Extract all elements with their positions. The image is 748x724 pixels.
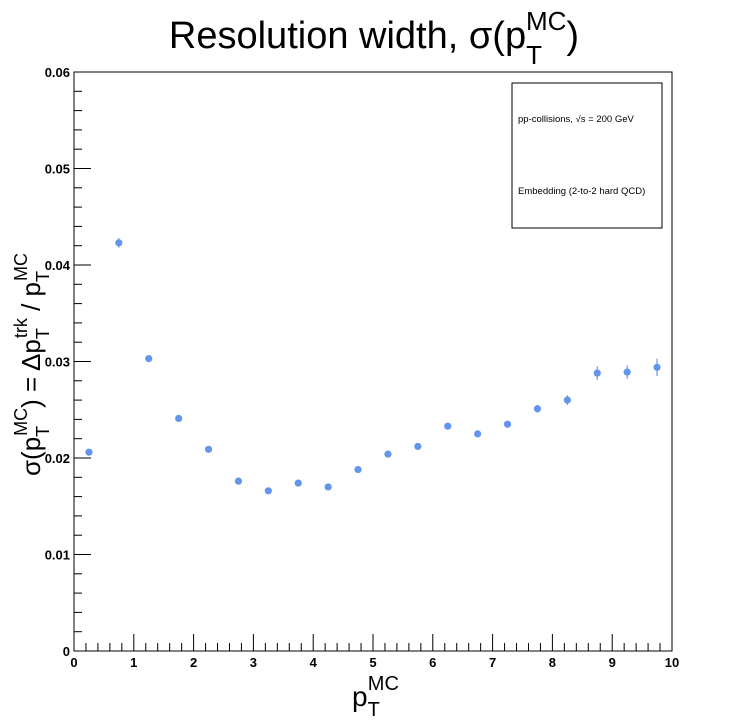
y-tick-label: 0	[63, 644, 70, 659]
y-tick-label: 0.02	[45, 451, 70, 466]
y-axis-title-part1-sub: T	[33, 426, 53, 437]
point-marker	[85, 448, 93, 456]
x-tick-label: 5	[369, 655, 376, 670]
point-marker	[533, 405, 542, 413]
x-axis-ticks	[73, 634, 673, 651]
data-point	[204, 445, 213, 453]
point-marker	[204, 445, 213, 453]
x-tick-label: 1	[130, 655, 137, 670]
x-tick-label: 6	[429, 655, 436, 670]
legend-entry-embedding: Embedding (2-to-2 hard QCD)	[518, 186, 645, 197]
data-point	[294, 479, 302, 487]
data-point	[324, 483, 332, 491]
x-axis-tick-labels: 0 1 2 3 4 5 6 7 8 9 10	[70, 655, 679, 670]
data-point	[533, 404, 542, 413]
data-point	[474, 430, 482, 438]
y-axis-ticks	[74, 71, 91, 652]
x-axis-title: pT MC	[352, 673, 399, 721]
y-axis-title-part2-sub: T	[33, 328, 53, 339]
y-tick-label: 0.05	[45, 162, 70, 177]
y-axis-title-part2: ) = Δp	[16, 339, 46, 408]
point-marker	[115, 239, 123, 247]
data-point	[115, 237, 123, 248]
x-tick-label: 0	[70, 655, 77, 670]
x-axis-title-sup: MC	[368, 673, 399, 695]
y-tick-label: 0.04	[45, 258, 71, 273]
y-axis-title-part1-sup: MC	[11, 408, 31, 436]
chart-title-close: )	[566, 15, 579, 57]
data-point	[593, 366, 601, 380]
point-marker	[593, 369, 601, 377]
data-point	[234, 477, 243, 485]
point-marker	[175, 414, 183, 423]
point-marker	[563, 396, 571, 404]
data-points	[85, 237, 661, 495]
point-marker	[384, 450, 392, 458]
x-tick-label: 9	[609, 655, 616, 670]
point-marker	[145, 355, 153, 363]
data-point	[414, 442, 422, 451]
legend-box	[511, 82, 663, 229]
chart-title-sup: MC	[526, 6, 566, 36]
point-marker	[264, 487, 272, 495]
point-marker	[354, 465, 362, 474]
x-tick-label: 2	[190, 655, 197, 670]
point-marker	[653, 363, 661, 371]
point-marker	[294, 479, 302, 487]
x-tick-label: 3	[250, 655, 257, 670]
x-tick-label: 10	[665, 655, 679, 670]
data-point	[175, 414, 183, 423]
y-axis-title-part3-sup: MC	[11, 253, 31, 281]
point-marker	[414, 442, 422, 451]
point-marker	[503, 420, 512, 428]
point-marker	[474, 430, 482, 438]
data-point	[563, 395, 571, 405]
x-axis-title-main: p	[352, 681, 368, 712]
y-axis-title-part1: σ(p	[16, 437, 46, 476]
y-axis-title-part3-sub: T	[33, 271, 53, 282]
y-tick-label: 0.06	[45, 65, 70, 80]
data-point	[145, 355, 153, 363]
y-axis-title: σ(pTMC) = ΔpTtrk / pTMC	[11, 253, 53, 476]
chart-title-main: Resolution width, σ(p	[169, 15, 526, 57]
chart-title-sub: T	[526, 40, 542, 70]
data-point	[444, 422, 452, 430]
x-tick-label: 8	[549, 655, 556, 670]
y-tick-label: 0.03	[45, 355, 70, 370]
y-axis-title-part3: / p	[16, 282, 46, 318]
x-axis-title-sub: T	[368, 699, 380, 721]
point-marker	[623, 368, 631, 376]
data-point	[264, 487, 272, 495]
point-marker	[444, 422, 452, 430]
data-point	[384, 450, 392, 458]
y-tick-label: 0.01	[45, 548, 70, 563]
x-tick-label: 7	[489, 655, 496, 670]
y-axis-tick-labels: 0 0.01 0.02 0.03 0.04 0.05 0.06	[45, 65, 71, 659]
data-point	[354, 465, 362, 474]
chart-title: Resolution width, σ(pT MC)	[169, 6, 579, 70]
legend-entry-collisions: pp-collisions, √s = 200 GeV	[518, 114, 635, 125]
point-marker	[234, 477, 243, 485]
data-point	[653, 358, 661, 376]
data-point	[85, 448, 93, 456]
legend: pp-collisions, √s = 200 GeV Embedding (2…	[511, 82, 663, 229]
y-axis-title-part2-sup: trk	[11, 317, 31, 338]
data-point	[623, 365, 631, 379]
data-point	[503, 420, 512, 428]
point-marker	[324, 483, 332, 491]
x-tick-label: 4	[310, 655, 318, 670]
